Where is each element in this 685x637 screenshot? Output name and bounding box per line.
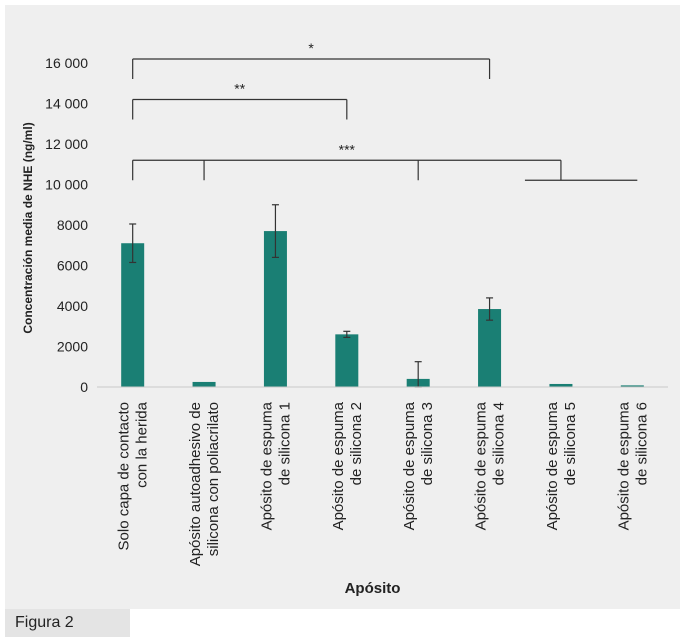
y-axis-title: Concentración media de NHE (ng/ml) (21, 122, 35, 333)
bar (549, 383, 573, 387)
bar (263, 231, 287, 387)
x-tick-label: Apósito de espumade silicona 6 (615, 401, 650, 530)
x-tick-label: Apósito de espumade silicona 1 (258, 401, 293, 530)
significance-bracket (132, 58, 491, 79)
significance-bracket (132, 98, 348, 120)
x-tick-label: Apósito de espumade silicona 3 (401, 401, 436, 530)
error-bar (343, 330, 351, 338)
y-tick-label: 0 (80, 379, 88, 395)
bar (121, 243, 145, 387)
bar (192, 381, 216, 387)
chart-panel: * ** *** 0 2000 4000 6000 8000 10 000 12 000 14 0… (5, 5, 680, 609)
bar (478, 309, 502, 387)
y-tick-label: 14 000 (45, 96, 88, 112)
x-tick-label: Apósito autoadhesivo desilicona con poli… (187, 402, 222, 566)
y-tick-label: 16 000 (45, 55, 88, 71)
y-tick-label: 4000 (57, 298, 88, 314)
x-axis-title: Apósito (345, 580, 401, 597)
y-tick-label: 6000 (57, 258, 88, 274)
bar (335, 334, 359, 387)
error-bar (129, 223, 137, 264)
x-tick-label: Apósito de espumade silicona 2 (330, 401, 365, 530)
y-tick-label: 8000 (57, 217, 88, 233)
x-tick-label: Apósito de espumade silicona 5 (544, 401, 579, 530)
x-tick-label: Apósito de espumade silicona 4 (473, 401, 508, 530)
significance-bracket (132, 159, 638, 181)
significance-label: ** (234, 81, 245, 97)
error-bar (271, 204, 279, 258)
y-tick-label: 10 000 (45, 177, 88, 193)
significance-label: *** (339, 141, 356, 157)
significance-label: * (308, 40, 314, 56)
bar (620, 385, 644, 387)
x-tick-label: Solo capa de contactocon la herida (116, 401, 151, 550)
y-tick-label: 2000 (57, 339, 88, 355)
error-bar (486, 297, 494, 321)
y-tick-label: 12 000 (45, 136, 88, 152)
figure-label: Figura 2 (5, 609, 130, 637)
